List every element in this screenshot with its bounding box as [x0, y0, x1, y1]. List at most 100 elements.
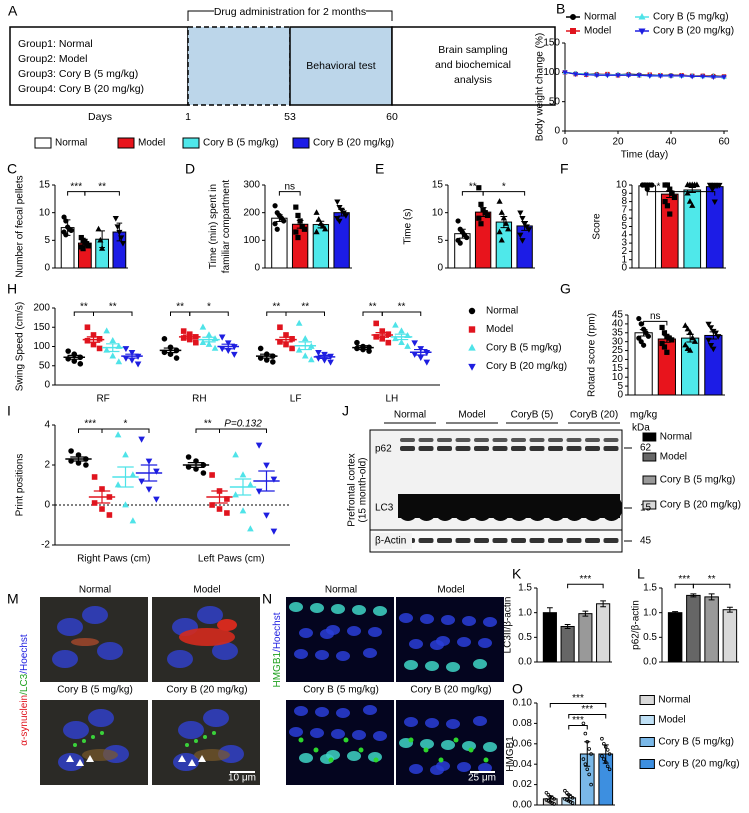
- significance-label: **: [204, 419, 212, 430]
- band: [474, 446, 489, 451]
- nucleus: [373, 606, 387, 616]
- significance-bracket: [567, 583, 604, 589]
- panel-label: D: [185, 161, 195, 177]
- marker: [705, 337, 712, 344]
- y-tick-label: 3: [621, 238, 627, 249]
- nucleus: [347, 626, 361, 636]
- marker: [321, 351, 328, 358]
- bar: [516, 225, 533, 269]
- marker: [85, 243, 92, 249]
- significance-bracket: [84, 191, 120, 196]
- band: [548, 538, 563, 543]
- significance-label: ***: [84, 419, 96, 430]
- marker: [106, 512, 113, 518]
- legend-label: Model: [658, 715, 685, 726]
- marker: [662, 198, 668, 205]
- marker: [257, 345, 264, 352]
- marker: [570, 13, 577, 20]
- stain-label: HMGB1/Hoechst: [272, 612, 283, 687]
- marker: [715, 334, 722, 340]
- marker: [283, 332, 289, 338]
- marker: [709, 186, 716, 193]
- band: [492, 438, 508, 442]
- marker: [122, 346, 130, 353]
- error-bar: [86, 336, 101, 343]
- panel-label: B: [556, 1, 565, 17]
- marker: [68, 227, 74, 233]
- significance-label: **: [272, 302, 280, 313]
- hmgb1: [423, 747, 429, 753]
- marker: [572, 72, 579, 78]
- marker: [581, 757, 586, 761]
- bar: [638, 185, 657, 269]
- marker: [336, 204, 343, 211]
- marker: [476, 185, 482, 191]
- error-bar: [125, 353, 139, 359]
- panel-label: N: [262, 591, 272, 607]
- arrowhead: [178, 755, 186, 762]
- marker: [270, 359, 276, 365]
- panel-label: F: [560, 161, 569, 177]
- condition-label: Normal: [79, 585, 111, 596]
- marker: [272, 203, 278, 209]
- nucleus: [212, 642, 238, 660]
- marker: [97, 236, 104, 243]
- band: [455, 438, 471, 442]
- marker: [581, 721, 586, 726]
- band: [455, 538, 471, 543]
- behavior-box: [289, 26, 393, 106]
- nucleus: [368, 627, 382, 637]
- marker: [398, 338, 405, 345]
- significance-bracket: [669, 191, 716, 196]
- error-bar: [375, 332, 389, 338]
- marker: [315, 349, 322, 356]
- legend-label: Normal: [660, 432, 692, 443]
- marker: [498, 209, 505, 215]
- nucleus: [373, 731, 387, 741]
- blot-kda: kDa: [632, 423, 650, 434]
- band: [398, 494, 620, 518]
- nucleus: [63, 721, 89, 739]
- arrowhead: [188, 759, 196, 766]
- stain-part: HMGB1: [272, 652, 283, 688]
- marker: [200, 470, 207, 476]
- legend-swatch: [642, 452, 657, 462]
- significance-label: ***: [70, 181, 82, 192]
- marker: [468, 326, 476, 333]
- nucleus: [299, 753, 313, 763]
- aggregate: [71, 638, 99, 646]
- bracket-label: Drug administration for 2 months: [214, 6, 366, 18]
- marker: [519, 216, 526, 222]
- hmgb1: [408, 737, 414, 743]
- nucleus: [446, 719, 460, 729]
- nucleus: [167, 650, 193, 668]
- marker: [649, 182, 655, 188]
- marker: [398, 327, 405, 334]
- marker: [301, 226, 308, 232]
- marker: [297, 218, 303, 224]
- marker: [293, 204, 299, 210]
- x-axis-label: Time (day): [621, 150, 668, 161]
- nucleus: [294, 706, 308, 716]
- marker: [138, 436, 145, 443]
- legend-label: Model: [584, 26, 611, 37]
- marker: [134, 361, 142, 368]
- marker: [161, 335, 168, 342]
- marker: [263, 462, 270, 469]
- marker: [122, 451, 129, 458]
- y-tick-label: 6: [621, 213, 627, 224]
- stain-part: α-synuclein: [19, 695, 30, 746]
- band: [511, 538, 526, 543]
- marker: [180, 335, 187, 341]
- nucleus: [352, 605, 366, 615]
- marker: [153, 496, 160, 503]
- y-tick-label: 5: [44, 235, 50, 246]
- marker: [668, 74, 674, 79]
- nucleus: [478, 763, 492, 773]
- significance-label: ***: [572, 693, 584, 704]
- bar: [705, 186, 724, 269]
- marker: [686, 198, 694, 204]
- error-bar: [183, 334, 197, 340]
- y-tick-label: 30: [612, 336, 624, 347]
